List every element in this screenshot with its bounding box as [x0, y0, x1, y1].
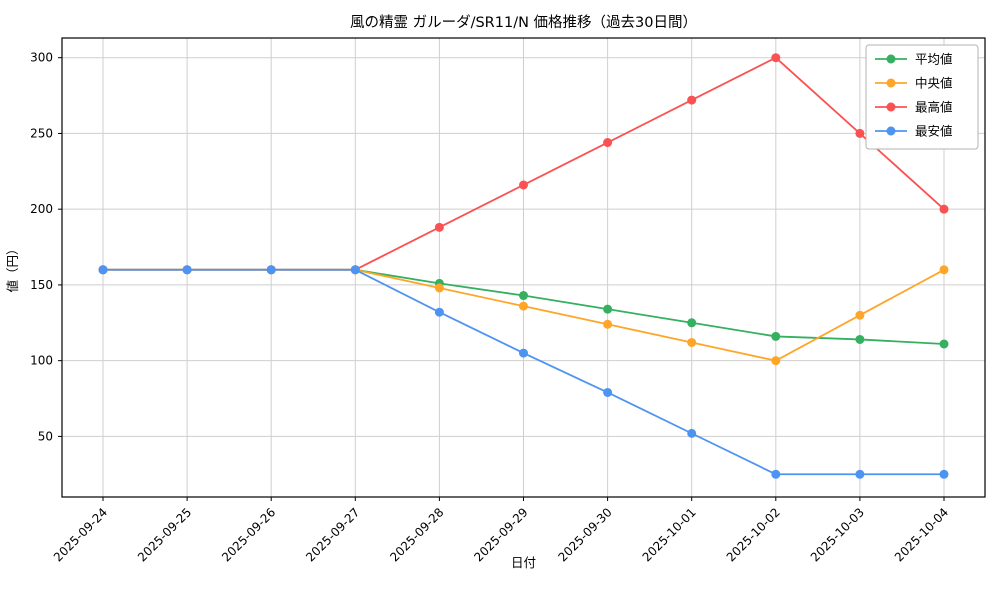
x-tick-label: 2025-09-30 — [556, 505, 615, 564]
data-point — [603, 387, 613, 397]
y-tick-label: 250 — [30, 126, 53, 140]
data-point — [855, 469, 865, 479]
data-point — [603, 304, 613, 314]
data-point — [939, 469, 949, 479]
legend-label: 最安値 — [915, 124, 953, 139]
data-point — [98, 265, 108, 275]
data-point — [519, 180, 528, 190]
data-point — [771, 469, 781, 479]
data-point — [771, 53, 781, 63]
data-point — [350, 265, 360, 275]
series-min — [98, 265, 949, 479]
x-axis-label: 日付 — [511, 555, 536, 570]
chart-title: 風の精霊 ガルーダ/SR11/N 価格推移（過去30日間） — [350, 14, 697, 31]
data-point — [687, 318, 697, 328]
data-point — [434, 222, 444, 232]
legend-item-median: 中央値 — [875, 76, 953, 91]
legend-item-min: 最安値 — [875, 124, 953, 139]
data-point — [687, 95, 697, 105]
data-point — [603, 319, 613, 329]
data-point — [771, 356, 781, 366]
x-tick-label: 2025-10-01 — [640, 505, 699, 564]
data-point — [939, 265, 949, 275]
x-axis: 2025-09-24 2025-09-25 2025-09-26 2025-09-27… — [51, 497, 951, 564]
data-point — [855, 128, 865, 138]
data-point — [939, 339, 949, 349]
legend-item-max: 最高値 — [875, 100, 953, 115]
x-tick-label: 2025-10-02 — [724, 505, 783, 564]
x-tick-label: 2025-09-28 — [387, 505, 446, 564]
y-axis: 50 100 150 200 250 300 — [30, 51, 62, 443]
data-point — [519, 291, 528, 301]
y-axis-label: 値（円） — [5, 242, 20, 292]
x-tick-label: 2025-10-04 — [892, 505, 951, 564]
legend-item-average: 平均値 — [875, 52, 953, 67]
data-point — [519, 301, 528, 311]
legend-label: 中央値 — [915, 76, 953, 91]
data-point — [855, 310, 865, 320]
data-point — [182, 265, 192, 275]
data-point — [434, 307, 444, 317]
data-point — [771, 331, 781, 341]
y-tick-label: 150 — [30, 278, 53, 292]
data-point — [603, 138, 613, 148]
x-tick-label: 2025-09-26 — [219, 505, 278, 564]
x-tick-label: 2025-09-24 — [51, 505, 110, 564]
data-point — [687, 337, 697, 347]
x-tick-label: 2025-09-25 — [135, 505, 194, 564]
data-point — [939, 204, 949, 214]
data-point — [687, 428, 697, 438]
data-point — [266, 265, 276, 275]
data-point — [434, 283, 444, 293]
legend-label: 平均値 — [915, 52, 953, 67]
y-tick-label: 200 — [30, 202, 53, 216]
y-tick-label: 50 — [38, 429, 53, 443]
y-tick-label: 300 — [30, 51, 53, 65]
x-tick-label: 2025-09-27 — [303, 505, 362, 564]
data-point — [855, 334, 865, 344]
y-tick-label: 100 — [30, 354, 53, 368]
x-tick-label: 2025-10-03 — [808, 505, 867, 564]
data-point — [519, 348, 528, 358]
legend-label: 最高値 — [915, 100, 953, 115]
